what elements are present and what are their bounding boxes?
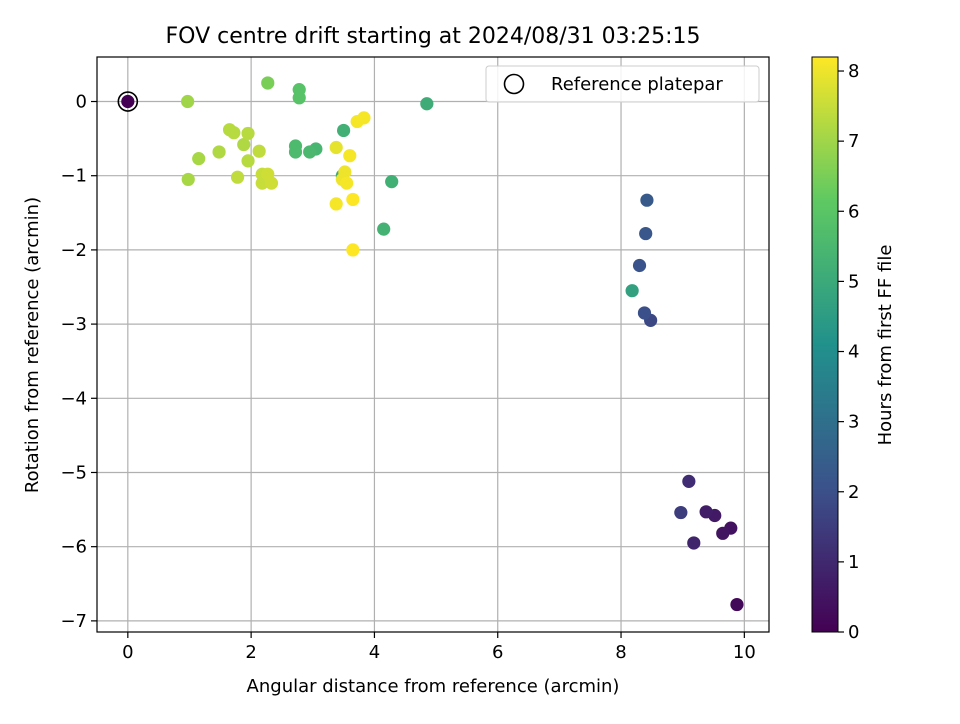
colorbar-tick-label: 0 xyxy=(848,622,859,643)
data-point xyxy=(252,144,266,158)
data-point xyxy=(121,94,135,109)
colorbar-tick-label: 3 xyxy=(848,412,859,433)
data-point xyxy=(241,154,255,168)
data-point xyxy=(357,111,371,125)
y-tick-label: −2 xyxy=(60,240,87,261)
data-point xyxy=(377,222,391,236)
colorbar-tick-label: 8 xyxy=(848,61,859,82)
plot-area-frame xyxy=(96,56,770,633)
data-point xyxy=(237,137,251,152)
legend-reference-marker-icon xyxy=(503,73,525,95)
data-point xyxy=(230,170,245,184)
data-point xyxy=(699,505,713,519)
data-point xyxy=(192,152,206,166)
data-point xyxy=(637,306,652,320)
legend-entry-reference-platepar: Reference platepar xyxy=(551,74,723,95)
colorbar-ticks: 0 1 2 3 4 5 6 7 8 xyxy=(838,61,859,643)
data-point xyxy=(227,126,241,140)
data-point xyxy=(264,176,279,190)
data-point xyxy=(640,193,654,207)
chart-title: FOV centre drift starting at 2024/08/31 … xyxy=(166,24,701,49)
data-point xyxy=(346,192,360,207)
data-point xyxy=(241,126,255,141)
data-point xyxy=(340,176,354,190)
x-tick-label: 6 xyxy=(492,642,503,663)
data-point xyxy=(329,140,343,155)
data-point xyxy=(639,226,653,241)
data-point xyxy=(181,94,195,109)
colorbar-tick-label: 1 xyxy=(848,552,859,573)
colorbar-tick-label: 2 xyxy=(848,482,859,503)
y-tick-label: −3 xyxy=(60,314,87,335)
data-point xyxy=(288,145,303,159)
y-axis-ticks: 0 −1 −2 −3 −4 −5 −6 −7 xyxy=(60,92,97,632)
reference-marker-group xyxy=(117,91,139,112)
data-point xyxy=(716,526,730,540)
data-point xyxy=(343,149,357,163)
y-tick-label: 0 xyxy=(76,92,87,113)
colorbar-tick-label: 4 xyxy=(848,342,859,363)
x-tick-label: 10 xyxy=(733,642,756,663)
data-point xyxy=(292,91,306,105)
data-point xyxy=(261,76,275,90)
colorbar-tick-label: 7 xyxy=(848,131,859,152)
data-point xyxy=(346,243,360,257)
y-axis-label: Rotation from reference (arcmin) xyxy=(22,197,43,493)
reference-platepar-marker xyxy=(117,91,139,112)
y-tick-label: −7 xyxy=(60,611,87,632)
y-tick-label: −5 xyxy=(60,462,87,483)
data-point xyxy=(420,97,434,111)
data-point xyxy=(181,172,195,187)
x-tick-label: 0 xyxy=(122,642,133,663)
data-point xyxy=(687,536,701,550)
data-point xyxy=(337,123,351,138)
data-point xyxy=(730,597,744,612)
x-tick-label: 2 xyxy=(245,642,256,663)
x-tick-label: 8 xyxy=(615,642,626,663)
x-axis-label: Angular distance from reference (arcmin) xyxy=(247,676,620,697)
data-point xyxy=(212,145,226,159)
colorbar: 0 1 2 3 4 5 6 7 8 Hours from first FF file xyxy=(811,56,896,643)
x-axis-ticks: 0 2 4 6 8 10 xyxy=(122,632,756,663)
data-point xyxy=(682,474,696,488)
data-points xyxy=(121,76,744,612)
y-tick-label: −4 xyxy=(60,388,87,409)
data-point xyxy=(329,197,343,211)
data-point xyxy=(632,258,647,273)
x-tick-label: 4 xyxy=(369,642,380,663)
data-point xyxy=(385,175,399,189)
colorbar-label: Hours from first FF file xyxy=(875,245,896,446)
colorbar-tick-label: 6 xyxy=(848,201,859,222)
colorbar-gradient xyxy=(811,56,839,633)
y-tick-label: −6 xyxy=(60,537,87,558)
y-tick-label: −1 xyxy=(60,166,87,187)
grid-lines xyxy=(97,57,769,632)
colorbar-tick-label: 5 xyxy=(848,271,859,292)
data-point xyxy=(674,505,688,520)
data-point xyxy=(625,284,639,298)
legend-box xyxy=(485,65,760,103)
data-point xyxy=(303,145,317,159)
legend: Reference platepar xyxy=(485,65,760,103)
